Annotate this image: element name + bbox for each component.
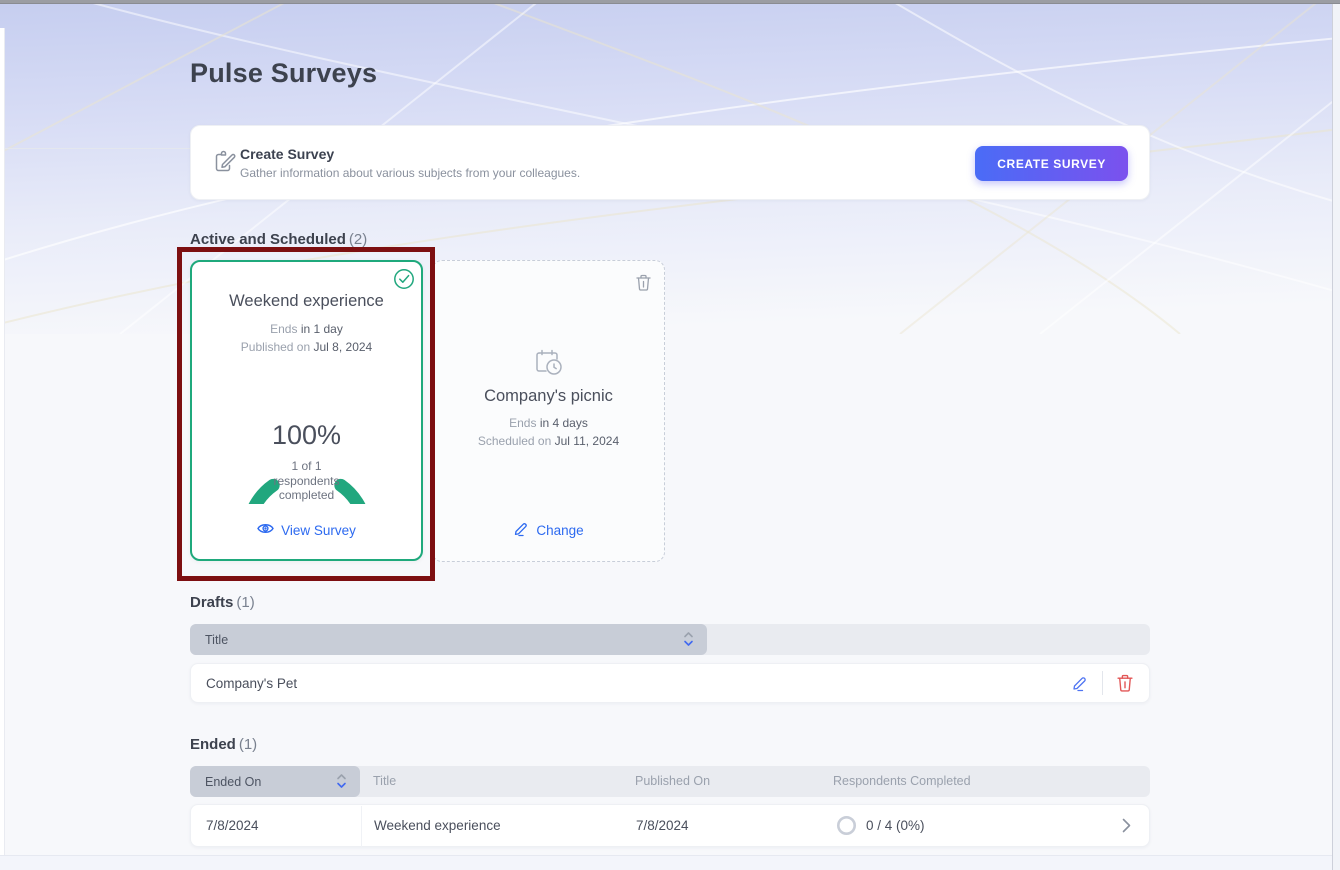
view-survey-label: View Survey — [281, 522, 356, 538]
ended-on-column-header[interactable]: Ended On — [190, 766, 360, 797]
draft-title-cell: Company's Pet — [206, 675, 298, 691]
published-label: Published on — [240, 340, 311, 354]
create-survey-button[interactable]: CREATE SURVEY — [975, 146, 1128, 181]
change-label: Change — [536, 523, 584, 538]
chevron-right-icon[interactable] — [1122, 805, 1131, 846]
column-divider — [361, 806, 362, 847]
active-section-heading: Active and Scheduled (2) — [190, 231, 367, 248]
window-top-strip — [0, 0, 1340, 4]
ended-section-label: Ended — [190, 736, 236, 753]
active-section-label: Active and Scheduled — [190, 231, 346, 248]
page-title: Pulse Surveys — [190, 58, 378, 88]
ended-on-header-label: Ended On — [205, 774, 262, 789]
action-divider — [1102, 671, 1103, 695]
respondents-value: 0 / 4 (0%) — [866, 818, 925, 833]
respondents-completed-column-header[interactable]: Respondents Completed — [833, 774, 971, 788]
completion-detail: 1 of 1 respondents completed — [192, 459, 421, 503]
delete-survey-icon[interactable] — [636, 274, 651, 296]
bottom-edge-panel — [0, 855, 1340, 870]
draft-row-companys-pet[interactable]: Company's Pet — [190, 663, 1150, 703]
check-circle-icon — [393, 268, 415, 295]
create-survey-subtitle: Gather information about various subject… — [240, 166, 581, 180]
change-survey-link[interactable]: Change — [433, 521, 664, 540]
create-survey-card: Create Survey Gather information about v… — [190, 125, 1150, 200]
completion-line-3: completed — [278, 488, 335, 502]
respondents-cell: 0 / 4 (0%) — [836, 805, 925, 846]
left-edge-panel — [0, 28, 5, 855]
ends-value: in 4 days — [539, 416, 588, 430]
scheduled-label: Scheduled on — [477, 434, 552, 448]
completion-line-1: 1 of 1 — [291, 459, 322, 473]
delete-draft-icon[interactable] — [1117, 674, 1133, 692]
survey-card-title: Weekend experience — [229, 292, 384, 310]
ended-row-weekend-experience[interactable]: 7/8/2024 Weekend experience 7/8/2024 0 /… — [190, 804, 1150, 847]
survey-card-title: Company's picnic — [484, 387, 613, 405]
drafts-section-label: Drafts — [190, 594, 234, 611]
ended-on-cell: 7/8/2024 — [206, 818, 259, 833]
survey-card-companys-picnic[interactable]: Company's picnic Ends in 4 days Schedule… — [432, 260, 665, 562]
survey-published-text: Published on Jul 8, 2024 — [192, 340, 421, 354]
drafts-table-header: Title — [190, 624, 1150, 655]
ends-value: in 1 day — [300, 322, 343, 336]
scheduled-value: Jul 11, 2024 — [554, 434, 620, 448]
survey-ends-text: Ends in 4 days — [433, 416, 664, 430]
published-value: Jul 8, 2024 — [313, 340, 373, 354]
progress-ring-icon — [836, 815, 857, 836]
ended-section-count: (1) — [238, 736, 258, 753]
title-column-header[interactable]: Title — [373, 774, 397, 788]
view-survey-link[interactable]: View Survey — [192, 522, 421, 538]
clipboard-pen-icon — [213, 150, 238, 180]
ends-label: Ends — [509, 416, 537, 430]
survey-card-weekend-experience[interactable]: Weekend experience Ends in 1 day Publish… — [190, 260, 423, 600]
active-section-count: (2) — [348, 231, 368, 248]
drafts-section-heading: Drafts (1) — [190, 594, 255, 611]
published-on-cell: 7/8/2024 — [636, 818, 689, 833]
completion-percent: 100% — [271, 420, 342, 450]
drafts-title-column-header[interactable]: Title — [190, 624, 707, 655]
published-on-column-header[interactable]: Published On — [635, 774, 711, 788]
drafts-title-header-label: Title — [205, 632, 229, 647]
pencil-icon — [513, 521, 529, 540]
eye-icon — [257, 522, 274, 538]
edit-draft-icon[interactable] — [1071, 675, 1088, 692]
title-cell: Weekend experience — [374, 818, 501, 833]
ends-label: Ends — [270, 322, 298, 336]
sort-icon[interactable] — [336, 773, 347, 792]
drafts-section-count: (1) — [236, 594, 255, 611]
banner-edge-line — [0, 148, 190, 149]
ended-table-header: Ended On Title Published On Respondents … — [190, 766, 1150, 797]
survey-scheduled-text: Scheduled on Jul 11, 2024 — [433, 434, 664, 448]
completion-line-2: respondents — [273, 473, 340, 488]
calendar-clock-icon — [433, 345, 664, 381]
scrollbar-track[interactable] — [1332, 4, 1340, 870]
sort-icon[interactable] — [683, 631, 694, 650]
create-survey-title: Create Survey — [240, 146, 335, 162]
survey-ends-text: Ends in 1 day — [192, 322, 421, 336]
ended-section-heading: Ended (1) — [190, 736, 257, 753]
